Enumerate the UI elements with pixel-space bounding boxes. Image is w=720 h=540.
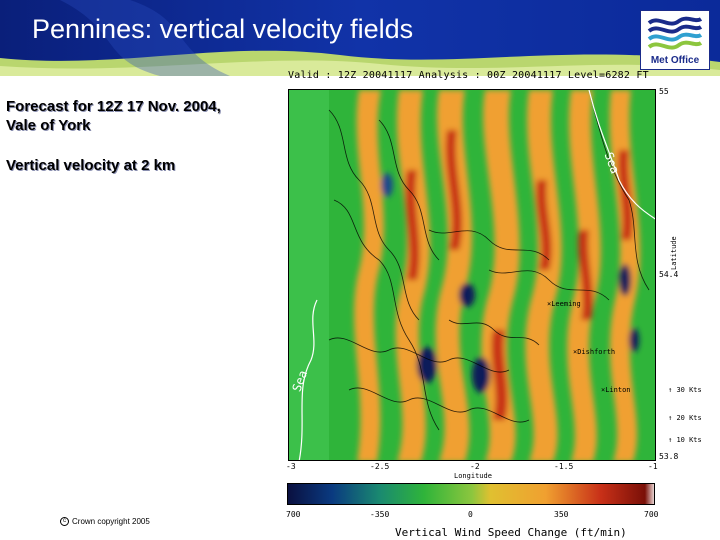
velocity-field-image [289,90,655,460]
forecast-text: Forecast for 12Z 17 Nov. 2004, Vale of Y… [6,97,276,135]
header-band: Pennines: vertical velocity fields [0,0,720,76]
y-axis-label: Latitude [670,236,678,270]
logo-text: Met Office [650,55,700,66]
copyright-text: Crown copyright 2005 [72,517,150,526]
figure-header: Valid : 12Z 20041117 Analysis : 00Z 2004… [288,70,649,81]
x-tick-5: -1 [648,462,658,471]
header-background [0,0,720,76]
colorbar [287,483,655,505]
y-tick-2: 54.4 [659,270,679,279]
wave-logo-icon [647,16,703,50]
x-axis-label: Longitude [454,472,492,480]
colorbar-title: Vertical Wind Speed Change (ft/min) [395,526,627,539]
y-tick-1: 55 [659,87,669,96]
colorbar-tick-5: 700 [644,510,659,519]
east-coastline [588,90,655,220]
west-coastline [298,299,318,460]
met-office-logo: Met Office [640,10,710,70]
x-tick-4: -1.5 [554,462,574,471]
wind-key-10: ↑ 10 Kts [668,436,702,444]
x-tick-3: -2 [470,462,480,471]
colorbar-gradient [288,484,654,504]
wind-speed-key: ↑ 30 Kts ↑ 20 Kts ↑ 10 Kts [668,380,718,460]
vertical-velocity-map: ×Leeming ×Dishforth ×Linton Sea Sea [288,89,656,461]
colorbar-tick-2: -350 [370,510,390,519]
forecast-line-2: Vale of York [6,117,91,134]
wind-key-20: ↑ 20 Kts [668,414,702,422]
y-tick-3: 53.8 [659,452,679,461]
colorbar-tick-3: 0 [468,510,473,519]
place-leeming: ×Leeming [547,300,581,308]
forecast-line-1: Forecast for 12Z 17 Nov. 2004, [6,98,221,115]
arrow-up-icon: ↑ [668,386,673,394]
wind-key-30: ↑ 30 Kts [668,386,702,394]
colorbar-tick-4: 350 [554,510,569,519]
colorbar-tick-1: 700 [286,510,301,519]
slide-title: Pennines: vertical velocity fields [32,14,414,44]
arrow-up-icon: ↑ [668,436,673,444]
subtitle-vertical-velocity: Vertical velocity at 2 km [6,157,176,174]
x-tick-2: -2.5 [370,462,390,471]
copyright-icon: c [60,517,69,527]
place-dishforth: ×Dishforth [573,348,616,356]
x-tick-1: -3 [286,462,296,471]
place-linton: ×Linton [601,386,631,394]
copyright-note: c Crown copyright 2005 [60,517,150,527]
arrow-up-icon: ↑ [668,414,673,422]
